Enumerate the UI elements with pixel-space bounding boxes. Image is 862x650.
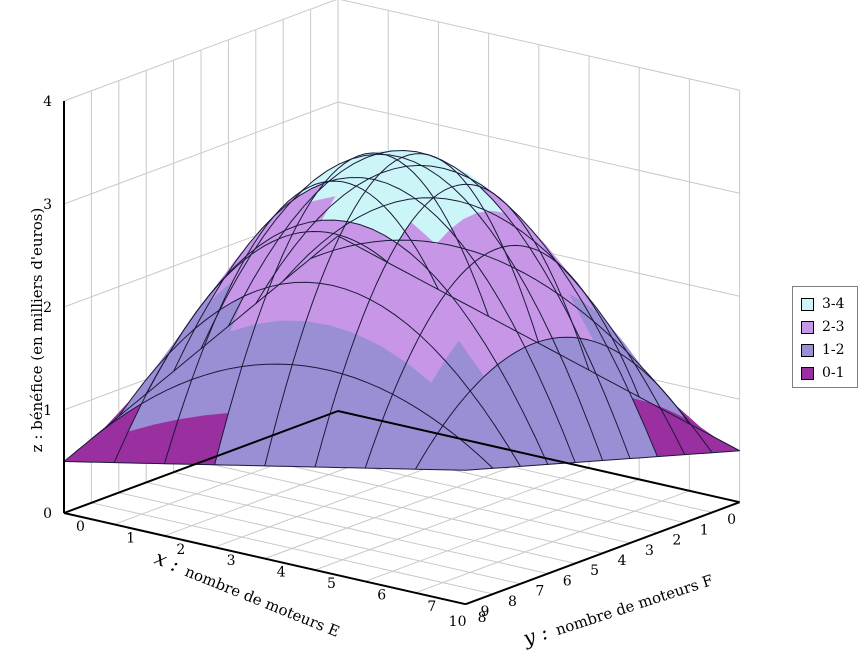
legend-label: 2-3 — [822, 319, 845, 335]
x-tick-label: 2 — [672, 533, 681, 549]
surface-mesh-line — [414, 336, 690, 470]
x-axis-line — [63, 410, 339, 514]
floor-grid-line — [314, 467, 590, 571]
y-tick-label: 0 — [76, 519, 85, 535]
legend-swatch — [801, 320, 814, 334]
surface-plot — [63, 149, 741, 471]
y-tick-label: 7 — [427, 599, 436, 615]
floor-grid-line — [264, 456, 539, 560]
chart-axes — [63, 101, 740, 606]
x-tick-label: 6 — [563, 573, 572, 589]
y-tick-label: 1 — [126, 530, 135, 546]
surface-mesh-line — [63, 235, 339, 462]
z-tick-label: 2 — [43, 300, 52, 316]
surface-mesh-line — [214, 152, 490, 465]
x-tick-label: 8 — [508, 594, 517, 610]
y-front-edge — [465, 501, 740, 606]
x-front-edge — [63, 512, 466, 606]
legend-label: 3-4 — [822, 296, 845, 312]
x-tick-label: 4 — [618, 553, 627, 569]
legend-label: 0-1 — [822, 365, 845, 381]
legend-item-3-4: 3-4 — [801, 294, 845, 314]
z-tick-label: 1 — [43, 403, 52, 419]
x-tick-label: 3 — [645, 543, 654, 559]
legend-swatch — [801, 297, 814, 311]
y-tick-label: 3 — [227, 553, 236, 569]
wall-grid-line — [63, 101, 339, 205]
surface-mesh-line — [314, 183, 590, 468]
z-tick-label: 4 — [43, 94, 52, 110]
y-tick-label: 8 — [478, 610, 487, 626]
y-axis-text: nombre de moteurs F — [553, 571, 715, 639]
z-tick-label: 3 — [43, 197, 52, 213]
y-axis-variable: y : — [519, 620, 551, 650]
wall-grid-line — [337, 101, 740, 194]
y-axis-title: y : nombre de moteurs F — [519, 566, 715, 650]
x-axis-text: nombre de moteurs E — [182, 562, 342, 640]
z-tick-label: 0 — [43, 506, 52, 522]
floor-grid-line — [365, 478, 640, 582]
legend-item-0-1: 0-1 — [801, 363, 845, 383]
x-tick-label: 5 — [590, 563, 599, 579]
x-tick-label: 9 — [481, 604, 490, 620]
y-tick-label: 4 — [277, 565, 286, 581]
legend: 3-4 2-3 1-2 0-1 — [792, 286, 858, 388]
y-tick-label: 6 — [377, 587, 386, 603]
surface-mesh-line — [364, 244, 640, 469]
legend-swatch — [801, 343, 814, 357]
wall-grid-line — [340, 0, 740, 91]
legend-label: 1-2 — [822, 342, 845, 358]
x-tick-label: 7 — [535, 584, 544, 600]
legend-item-2-3: 2-3 — [801, 317, 845, 337]
surface-mesh-line — [113, 230, 389, 463]
legend-item-1-2: 1-2 — [801, 340, 845, 360]
x-tick-label: 10 — [449, 614, 467, 630]
y-tick-label: 2 — [176, 542, 185, 558]
surface-mesh-line — [465, 450, 740, 471]
z-axis-title: z : bénéfice (en milliers d'euros) — [28, 208, 46, 453]
legend-swatch — [801, 366, 814, 380]
floor-grid-line — [415, 490, 690, 594]
x-tick-label: 0 — [727, 512, 736, 528]
y-tick-label: 5 — [327, 576, 336, 592]
x-axis-title: x : nombre de moteurs E — [151, 545, 344, 641]
y-axis-line — [337, 410, 740, 504]
wall-grid-line — [63, 0, 337, 102]
x-tick-label: 1 — [700, 522, 709, 538]
surface-mesh-line — [163, 180, 439, 464]
surface-mesh-line — [264, 153, 540, 467]
